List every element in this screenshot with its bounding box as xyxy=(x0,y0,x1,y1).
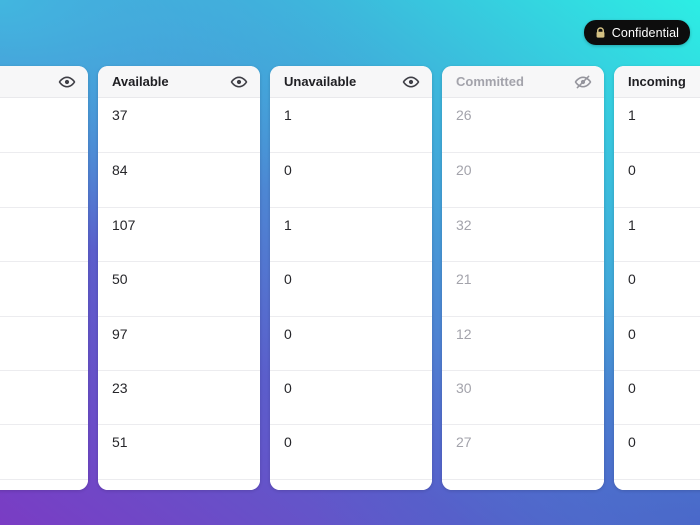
table-cell-partial xyxy=(442,478,604,490)
table-cell[interactable]: 32 xyxy=(442,206,604,262)
table-cell[interactable]: 23 xyxy=(98,369,260,425)
table-cell[interactable]: 50 xyxy=(98,261,260,316)
table-cell[interactable]: 84 xyxy=(98,152,260,207)
table-cell[interactable]: 51 xyxy=(98,424,260,479)
table-cell[interactable] xyxy=(0,152,88,207)
table-cell[interactable]: 1 xyxy=(270,98,432,153)
column-card-incoming: Incoming 1 0 1 0 0 0 0 xyxy=(614,66,700,490)
column-header: Unavailable xyxy=(270,66,432,98)
table-cell[interactable] xyxy=(0,315,88,370)
table-cell[interactable]: 0 xyxy=(614,152,700,207)
table-cell[interactable]: 37 xyxy=(98,98,260,153)
eye-icon[interactable] xyxy=(58,73,76,91)
table-cell[interactable]: 0 xyxy=(614,315,700,370)
table-cell[interactable]: 0 xyxy=(270,261,432,316)
table-cell[interactable]: 1 xyxy=(614,98,700,153)
table-cell-partial xyxy=(270,478,432,490)
column-label: Available xyxy=(112,74,169,89)
column-card-unavailable: Unavailable 1 0 1 0 0 0 0 xyxy=(270,66,432,490)
table-cell[interactable] xyxy=(0,369,88,425)
eye-off-icon[interactable] xyxy=(574,73,592,91)
lock-icon xyxy=(595,26,606,39)
table-cell-partial xyxy=(0,478,88,490)
table-cell[interactable]: 0 xyxy=(614,369,700,425)
table-cell[interactable]: 0 xyxy=(270,315,432,370)
confidential-badge: Confidential xyxy=(583,20,690,45)
table-cell[interactable]: 0 xyxy=(614,424,700,479)
column-card-committed: Committed 26 20 32 21 12 30 27 xyxy=(442,66,604,490)
table-cell[interactable]: 26 xyxy=(442,98,604,153)
table-cell[interactable]: 0 xyxy=(270,424,432,479)
column-header: Committed xyxy=(442,66,604,98)
column-header xyxy=(0,66,88,98)
column-card-available: Available 37 84 107 50 97 23 51 xyxy=(98,66,260,490)
eye-icon[interactable] xyxy=(230,73,248,91)
table-cell[interactable]: 97 xyxy=(98,315,260,370)
table-cell[interactable]: 12 xyxy=(442,315,604,370)
table-cell-partial xyxy=(614,478,700,490)
table-cell[interactable]: 107 xyxy=(98,206,260,262)
table-cell[interactable]: 27 xyxy=(442,424,604,479)
table-cell[interactable]: 0 xyxy=(614,261,700,316)
column-card-hidden-left xyxy=(0,66,88,490)
column-label: Unavailable xyxy=(284,74,357,89)
table-cell[interactable]: 1 xyxy=(270,206,432,262)
table-columns: Available 37 84 107 50 97 23 51 Unavailable 1 0 1 0 0… xyxy=(0,66,700,490)
column-header: Incoming xyxy=(614,66,700,98)
confidential-label: Confidential xyxy=(611,25,679,40)
table-cell-partial xyxy=(98,478,260,490)
table-cell[interactable] xyxy=(0,424,88,479)
table-cell[interactable] xyxy=(0,98,88,153)
column-label: Incoming xyxy=(628,74,686,89)
column-label: Committed xyxy=(456,74,524,89)
table-cell[interactable]: 20 xyxy=(442,152,604,207)
table-cell[interactable] xyxy=(0,206,88,262)
table-cell[interactable]: 0 xyxy=(270,152,432,207)
table-cell[interactable] xyxy=(0,261,88,316)
table-cell[interactable]: 30 xyxy=(442,369,604,425)
table-cell[interactable]: 1 xyxy=(614,206,700,262)
column-header: Available xyxy=(98,66,260,98)
table-cell[interactable]: 21 xyxy=(442,261,604,316)
table-cell[interactable]: 0 xyxy=(270,369,432,425)
eye-icon[interactable] xyxy=(402,73,420,91)
